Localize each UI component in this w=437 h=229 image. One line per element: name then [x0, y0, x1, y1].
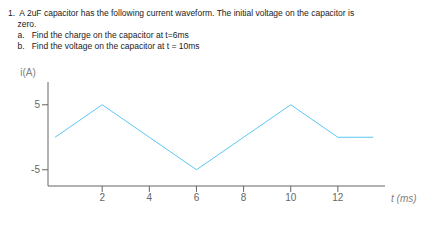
- svg-text:8: 8: [241, 192, 247, 203]
- html-text:a. Find the charge on the capa: a. Find the charge on the capacitor at t…: [8, 30, 189, 41]
- html-text:1. A 2uF capacitor has the fol: 1. A 2uF capacitor has the following cur…: [8, 8, 355, 18]
- svg-text:4: 4: [147, 192, 153, 203]
- svg-text:5: 5: [34, 99, 40, 110]
- svg-text:12: 12: [332, 192, 344, 203]
- html-text:zero.: zero.: [8, 19, 37, 29]
- svg-text:6: 6: [194, 192, 200, 203]
- svg-text:i(A): i(A): [20, 67, 36, 78]
- svg-text:-5: -5: [31, 164, 40, 175]
- svg-text:t (ms): t (ms): [391, 193, 417, 204]
- svg-text:10: 10: [285, 192, 297, 203]
- svg-text:2: 2: [99, 192, 105, 203]
- html-text:b. Find the voltage on the cap: b. Find the voltage on the capacitor at …: [8, 41, 200, 52]
